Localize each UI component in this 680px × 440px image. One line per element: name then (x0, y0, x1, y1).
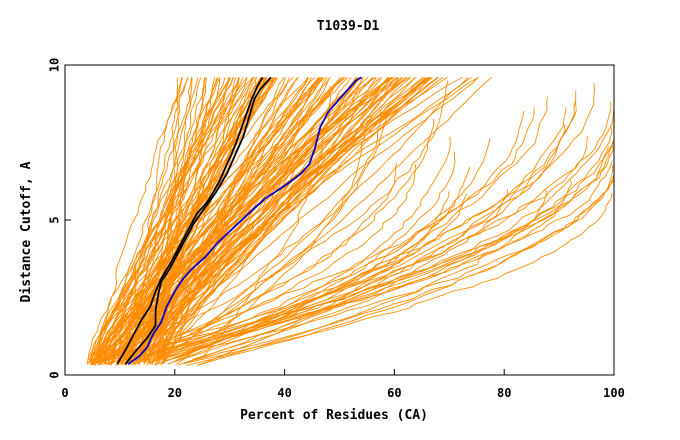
model-curve (90, 77, 230, 366)
x-tick-label: 100 (603, 386, 625, 400)
model-curve (135, 161, 613, 357)
model-curve (139, 77, 274, 361)
model-curve (117, 107, 535, 357)
model-curve (103, 109, 382, 362)
y-tick-label: 5 (48, 216, 62, 223)
model-curve (162, 77, 298, 365)
model-curve (201, 85, 331, 359)
model-curve (143, 77, 273, 362)
y-axis-ticks: 0 5 10 (48, 58, 71, 379)
highlight-series-2 (124, 76, 272, 365)
y-tick-label: 0 (48, 371, 62, 378)
model-curve (192, 125, 613, 360)
model-curve (100, 80, 449, 361)
model-curve (93, 146, 609, 364)
model-curve (147, 77, 404, 363)
model-curve (139, 101, 576, 358)
model-curve (177, 191, 450, 366)
model-curve (99, 179, 572, 366)
model-curve (120, 77, 416, 363)
model-curve (105, 77, 410, 365)
model-curve (98, 77, 240, 362)
x-axis-label: Percent of Residues (CA) (240, 408, 428, 423)
x-tick-label: 40 (277, 386, 291, 400)
model-curve (122, 77, 231, 363)
model-curve (139, 77, 328, 363)
model-curve (132, 77, 346, 365)
model-curve (103, 77, 254, 365)
model-curve (118, 163, 398, 360)
model-curve (106, 77, 424, 361)
x-tick-label: 0 (61, 386, 68, 400)
model-curve (176, 120, 368, 365)
model-curve (115, 189, 509, 366)
model-curve (131, 110, 525, 364)
chart-title: T1039-D1 (317, 19, 380, 34)
model-curve (92, 77, 219, 365)
model-curve (176, 151, 456, 359)
model-curve (127, 77, 424, 365)
model-curve (129, 102, 612, 366)
model-curve (158, 83, 596, 365)
model-curve (143, 133, 615, 363)
model-curve (86, 77, 324, 364)
highlight-series-1 (116, 76, 264, 365)
model-curve (162, 171, 615, 358)
model-curve (144, 77, 286, 365)
model-curve (136, 77, 285, 362)
model-curve (116, 77, 322, 363)
model-curve (93, 77, 408, 366)
x-axis-ticks: 0 20 40 60 80 100 (61, 369, 625, 400)
y-tick-label: 10 (48, 58, 62, 72)
model-curve (86, 77, 278, 365)
model-curve (174, 110, 615, 362)
highlight-lines-group (116, 76, 362, 365)
y-axis-label: Distance Cutoff, A (19, 161, 34, 302)
highlight-series-3 (127, 76, 362, 365)
model-curve (89, 77, 235, 362)
model-curve (107, 77, 275, 366)
x-tick-label: 20 (168, 386, 182, 400)
model-curve (153, 77, 430, 361)
model-curve (123, 77, 183, 361)
model-curve (119, 77, 431, 363)
x-tick-label: 60 (387, 386, 401, 400)
model-curve (168, 136, 451, 365)
model-curve (117, 77, 479, 364)
model-curve (128, 163, 417, 363)
model-curve (196, 164, 614, 366)
model-curve (101, 77, 267, 363)
x-tick-label: 80 (497, 386, 511, 400)
